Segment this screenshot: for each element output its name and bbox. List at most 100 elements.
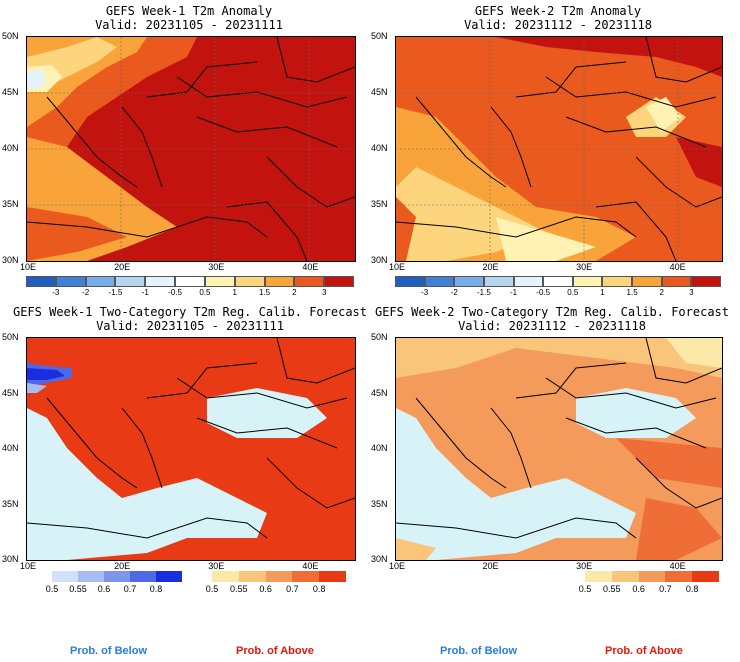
prob-below-label-left: Prob. of Below bbox=[70, 645, 147, 657]
prob-colorbar-tick-label: 0.5 bbox=[205, 584, 219, 594]
prob-colorbar-tick-label: 0.7 bbox=[659, 584, 672, 594]
colorbar-swatch bbox=[454, 276, 484, 287]
prob-above-colorbar-week1: 0.5 0.55 0.6 0.7 0.8 bbox=[206, 571, 346, 595]
lon-tick-label: 40E bbox=[669, 561, 686, 571]
lat-tick-label: 35N bbox=[2, 199, 19, 209]
colorbar-swatch bbox=[691, 276, 721, 287]
prob-colorbar-tick-label: 0.55 bbox=[69, 584, 87, 594]
prob-above-label-right: Prob. of Above bbox=[605, 645, 683, 657]
colorbar-tick-label: 2 bbox=[659, 288, 664, 297]
prob-colorbar-swatch bbox=[611, 571, 639, 582]
colorbar-tick-label: 1 bbox=[232, 288, 237, 297]
week1-probability-borders bbox=[27, 338, 355, 539]
colorbar-swatch bbox=[632, 276, 662, 287]
prob-colorbar-swatch bbox=[638, 571, 666, 582]
colorbar-swatch bbox=[424, 276, 455, 287]
prob-colorbar-swatch bbox=[292, 571, 320, 582]
lon-tick-label: 30E bbox=[208, 262, 225, 272]
colorbar-tick-label: -1 bbox=[141, 288, 149, 297]
prob-colorbar-swatch bbox=[585, 571, 612, 582]
week1-probability-map bbox=[26, 337, 356, 561]
prob-colorbar-tick-label: 0.8 bbox=[312, 584, 326, 594]
week2-anomaly-map bbox=[395, 36, 723, 262]
week2-probability-map bbox=[395, 337, 723, 561]
lon-tick-label: 10E bbox=[389, 561, 406, 571]
panel3-title: GEFS Week-1 Two-Category T2m Reg. Calib.… bbox=[12, 305, 367, 333]
lon-tick-label: 20E bbox=[482, 561, 499, 571]
lat-tick-label: 35N bbox=[2, 498, 19, 509]
colorbar-tick-label: 2 bbox=[292, 288, 297, 297]
colorbar-swatch bbox=[264, 276, 295, 287]
lat-tick-label: 35N bbox=[371, 199, 388, 209]
lon-tick-label: 40E bbox=[669, 262, 686, 272]
lat-tick-label: 40N bbox=[371, 443, 388, 453]
prob-colorbar-tick-label: 0.8 bbox=[685, 584, 699, 594]
prob-colorbar-tick-label: 0.6 bbox=[97, 584, 111, 594]
lat-tick-label: 40N bbox=[2, 143, 19, 153]
lat-tick-label: 35N bbox=[371, 498, 388, 509]
colorbar-tick-label: -0.5 bbox=[168, 288, 182, 297]
prob-below-label-right: Prob. of Below bbox=[440, 645, 517, 657]
week2-probability-shading bbox=[396, 338, 722, 560]
lat-tick-label: 45N bbox=[2, 87, 19, 97]
colorbar-tick-label: -3 bbox=[52, 288, 60, 297]
colorbar-swatch bbox=[543, 276, 573, 287]
lat-tick-label: 50N bbox=[371, 332, 388, 342]
colorbar-swatch bbox=[85, 276, 116, 287]
colorbar-swatch bbox=[175, 276, 205, 287]
week1-anomaly-shading bbox=[27, 37, 197, 261]
prob-colorbar-swatch bbox=[319, 571, 346, 582]
colorbar-swatch bbox=[145, 276, 176, 287]
colorbar-tick-label: -1.5 bbox=[477, 288, 491, 297]
colorbar-swatch bbox=[602, 276, 633, 287]
lat-tick-label: 30N bbox=[371, 554, 388, 564]
prob-colorbar-swatch bbox=[238, 571, 266, 582]
colorbar-swatch bbox=[661, 276, 692, 287]
prob-colorbar-tick-label: 0.7 bbox=[286, 584, 299, 594]
prob-colorbar-swatch bbox=[692, 571, 719, 582]
lat-tick-label: 30N bbox=[2, 255, 19, 265]
colorbar-tick-label: 3 bbox=[689, 288, 694, 297]
prob-colorbar-swatch bbox=[665, 571, 693, 582]
prob-colorbar-swatch bbox=[156, 571, 182, 582]
prob-colorbar-swatch bbox=[78, 571, 104, 582]
lon-tick-label: 20E bbox=[114, 262, 131, 272]
prob-above-colorbar-week2: 0.5 0.55 0.6 0.7 0.8 bbox=[579, 571, 719, 595]
lon-tick-label: 30E bbox=[576, 561, 593, 571]
lon-tick-label: 20E bbox=[114, 561, 131, 571]
anomaly-colorbar-week1: -3 -2 -1.5 -1 -0.5 0.5 1 1.5 2 3 bbox=[26, 276, 354, 300]
prob-colorbar-tick-label: 0.55 bbox=[230, 584, 248, 594]
colorbar-tick-label: -1.5 bbox=[108, 288, 123, 297]
prob-colorbar-swatch bbox=[52, 571, 78, 582]
prob-colorbar-tick-label: 0.6 bbox=[632, 584, 645, 594]
lat-tick-label: 50N bbox=[371, 31, 388, 41]
week1-anomaly-map bbox=[26, 36, 356, 262]
colorbar-swatch bbox=[55, 276, 86, 287]
colorbar-tick-label: -3 bbox=[421, 288, 429, 297]
lon-tick-label: 30E bbox=[208, 561, 225, 571]
colorbar-swatch bbox=[513, 276, 544, 287]
week2-anomaly-borders bbox=[396, 37, 722, 261]
lat-tick-label: 45N bbox=[371, 87, 388, 97]
colorbar-tick-label: -0.5 bbox=[536, 288, 551, 297]
colorbar-tick-label: 0.5 bbox=[567, 288, 579, 297]
lat-tick-label: 40N bbox=[2, 443, 19, 453]
prob-colorbar-tick-label: 0.5 bbox=[578, 584, 592, 594]
lon-tick-label: 10E bbox=[20, 561, 37, 571]
prob-colorbar-tick-label: 0.7 bbox=[123, 584, 137, 594]
colorbar-swatch bbox=[572, 276, 603, 287]
lat-tick-label: 45N bbox=[2, 387, 19, 398]
week1-probability-shading bbox=[27, 363, 327, 560]
colorbar-tick-label: -2 bbox=[450, 288, 458, 297]
prob-colorbar-tick-label: 0.5 bbox=[45, 584, 59, 594]
colorbar-swatch bbox=[483, 276, 514, 287]
lon-tick-label: 40E bbox=[302, 561, 319, 571]
prob-colorbar-tick-label: 0.55 bbox=[603, 584, 621, 594]
lon-tick-label: 20E bbox=[482, 262, 499, 272]
anomaly-colorbar-week2: -3 -2 -1.5 -1 -0.5 0.5 1 1.5 2 3 bbox=[395, 276, 721, 300]
colorbar-tick-label: 1.5 bbox=[258, 288, 271, 297]
colorbar-swatch bbox=[204, 276, 235, 287]
week2-probability-borders bbox=[396, 338, 722, 539]
lat-tick-label: 30N bbox=[371, 255, 388, 265]
lon-tick-label: 40E bbox=[302, 262, 319, 272]
